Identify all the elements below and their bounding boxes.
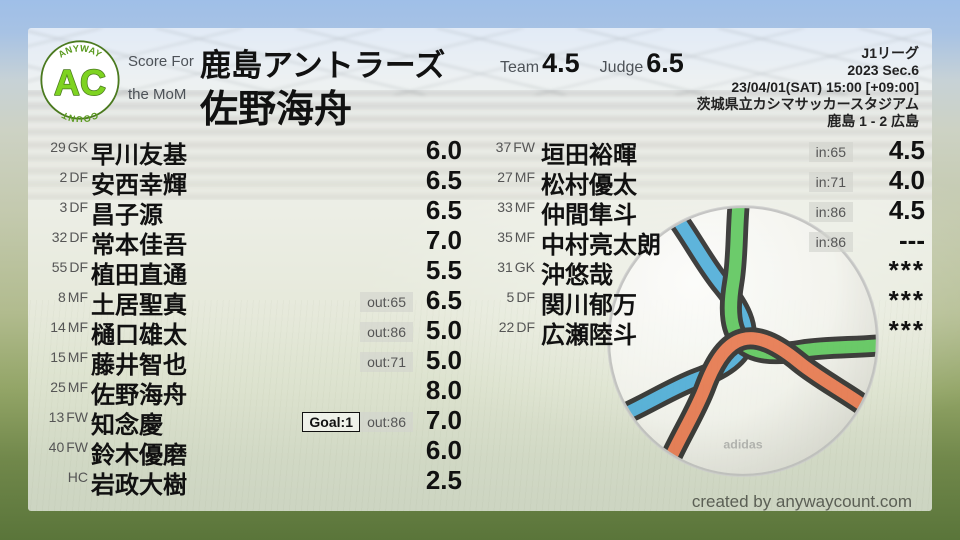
svg-text:AC: AC [54, 62, 106, 103]
